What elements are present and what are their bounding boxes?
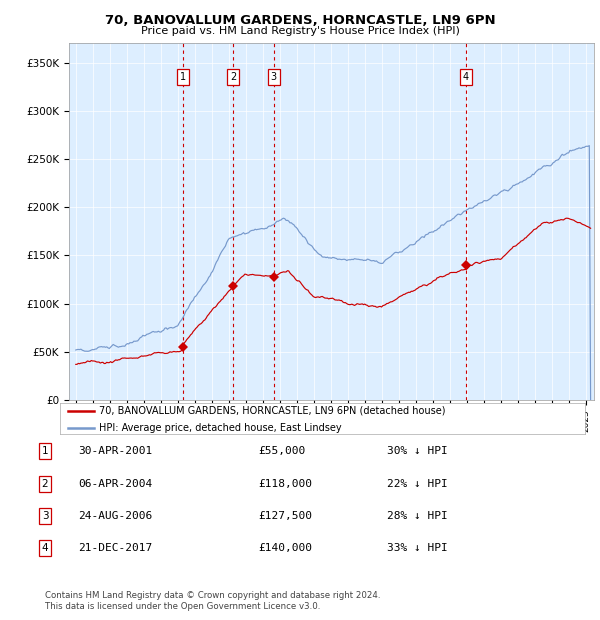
Text: £140,000: £140,000 [258, 543, 312, 553]
Text: 28% ↓ HPI: 28% ↓ HPI [387, 511, 448, 521]
Text: 21-DEC-2017: 21-DEC-2017 [78, 543, 152, 553]
Text: 2: 2 [41, 479, 49, 489]
Text: 06-APR-2004: 06-APR-2004 [78, 479, 152, 489]
Text: 30% ↓ HPI: 30% ↓ HPI [387, 446, 448, 456]
Text: Contains HM Land Registry data © Crown copyright and database right 2024.: Contains HM Land Registry data © Crown c… [45, 591, 380, 600]
Text: 70, BANOVALLUM GARDENS, HORNCASTLE, LN9 6PN: 70, BANOVALLUM GARDENS, HORNCASTLE, LN9 … [104, 14, 496, 27]
Text: 3: 3 [271, 73, 277, 82]
Text: £118,000: £118,000 [258, 479, 312, 489]
Text: HPI: Average price, detached house, East Lindsey: HPI: Average price, detached house, East… [100, 423, 342, 433]
Text: This data is licensed under the Open Government Licence v3.0.: This data is licensed under the Open Gov… [45, 602, 320, 611]
Text: 3: 3 [41, 511, 49, 521]
Text: 1: 1 [180, 73, 187, 82]
Text: 2: 2 [230, 73, 236, 82]
Text: Price paid vs. HM Land Registry's House Price Index (HPI): Price paid vs. HM Land Registry's House … [140, 26, 460, 36]
Text: 70, BANOVALLUM GARDENS, HORNCASTLE, LN9 6PN (detached house): 70, BANOVALLUM GARDENS, HORNCASTLE, LN9 … [100, 405, 446, 416]
Text: 22% ↓ HPI: 22% ↓ HPI [387, 479, 448, 489]
Text: £55,000: £55,000 [258, 446, 305, 456]
Text: 30-APR-2001: 30-APR-2001 [78, 446, 152, 456]
Text: 4: 4 [41, 543, 49, 553]
Text: 33% ↓ HPI: 33% ↓ HPI [387, 543, 448, 553]
Text: 24-AUG-2006: 24-AUG-2006 [78, 511, 152, 521]
Text: 4: 4 [463, 73, 469, 82]
Text: 1: 1 [41, 446, 49, 456]
Text: £127,500: £127,500 [258, 511, 312, 521]
